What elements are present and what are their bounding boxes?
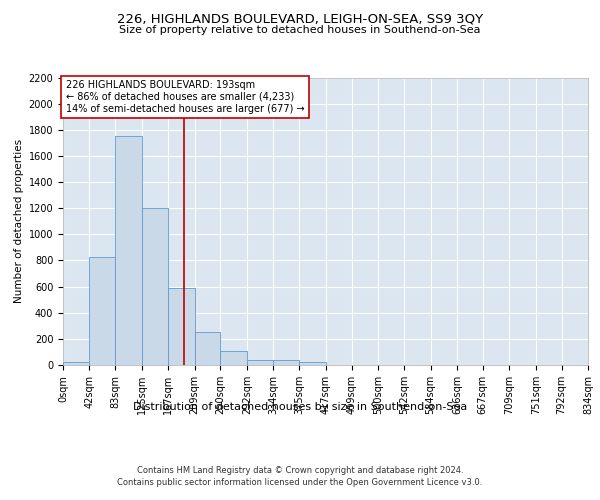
Text: Size of property relative to detached houses in Southend-on-Sea: Size of property relative to detached ho… <box>119 25 481 35</box>
Bar <box>89 256 115 365</box>
Bar <box>142 208 168 365</box>
Text: 226 HIGHLANDS BOULEVARD: 193sqm
← 86% of detached houses are smaller (4,233)
14%: 226 HIGHLANDS BOULEVARD: 193sqm ← 86% of… <box>65 80 304 114</box>
Y-axis label: Number of detached properties: Number of detached properties <box>14 139 25 304</box>
Text: 226, HIGHLANDS BOULEVARD, LEIGH-ON-SEA, SS9 3QY: 226, HIGHLANDS BOULEVARD, LEIGH-ON-SEA, … <box>117 12 483 26</box>
Text: Distribution of detached houses by size in Southend-on-Sea: Distribution of detached houses by size … <box>133 402 467 412</box>
Text: Contains HM Land Registry data © Crown copyright and database right 2024.: Contains HM Land Registry data © Crown c… <box>137 466 463 475</box>
Bar <box>115 136 142 365</box>
Bar <box>299 362 325 365</box>
Bar <box>220 350 247 365</box>
Text: Contains public sector information licensed under the Open Government Licence v3: Contains public sector information licen… <box>118 478 482 487</box>
Bar <box>168 288 194 365</box>
Bar <box>63 362 89 365</box>
Bar <box>247 360 273 365</box>
Bar <box>273 360 299 365</box>
Bar <box>194 332 220 365</box>
